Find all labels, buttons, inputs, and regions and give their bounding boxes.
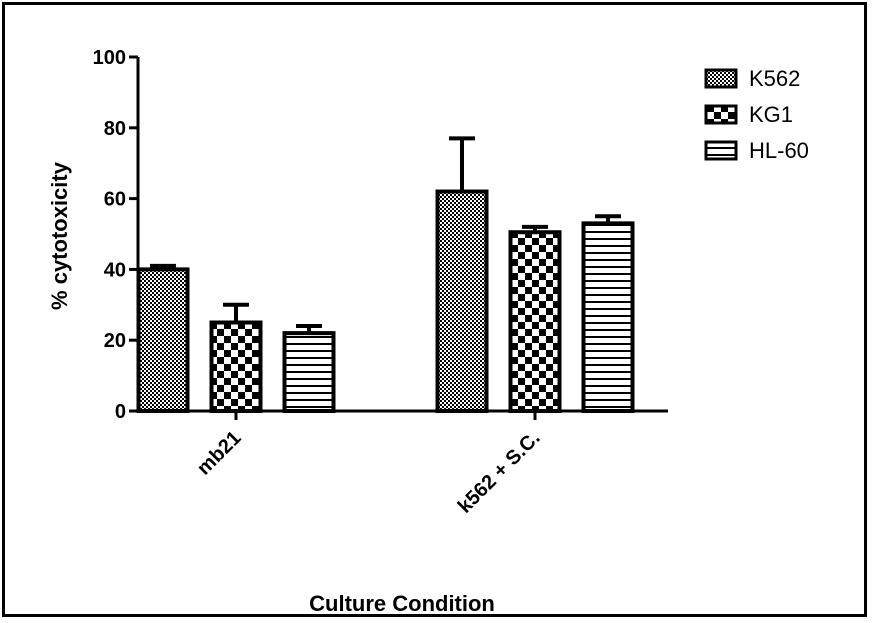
bar xyxy=(508,230,562,413)
bar xyxy=(136,267,190,413)
y-tick-label: 80 xyxy=(104,118,126,140)
y-tick-label: 100 xyxy=(93,47,126,69)
legend: K562 KG1 HL-60 xyxy=(704,66,809,163)
bars xyxy=(136,189,635,413)
legend-swatch xyxy=(704,104,738,125)
legend-label: HL-60 xyxy=(749,138,809,163)
bar xyxy=(209,320,263,413)
bar xyxy=(581,221,635,413)
x-tick-label: mb21 xyxy=(193,427,246,480)
y-ticks: 0 20 40 60 80 100 xyxy=(93,47,138,423)
legend-swatch xyxy=(704,68,738,89)
bar xyxy=(282,331,336,413)
y-axis-title: % cytotoxicity xyxy=(47,161,72,310)
legend-label: K562 xyxy=(749,66,800,91)
y-tick-label: 40 xyxy=(104,259,126,281)
legend-label: KG1 xyxy=(749,102,793,127)
legend-swatch xyxy=(704,140,738,161)
x-axis-title: Culture Condition xyxy=(309,591,495,616)
y-tick-label: 20 xyxy=(104,330,126,352)
x-ticks: mb21 k562 + S.C. xyxy=(193,411,545,518)
x-tick-label: k562 + S.C. xyxy=(454,427,545,518)
error-bars xyxy=(150,136,621,334)
y-tick-label: 60 xyxy=(104,189,126,211)
y-tick-label: 0 xyxy=(115,401,126,423)
bar xyxy=(435,189,489,413)
